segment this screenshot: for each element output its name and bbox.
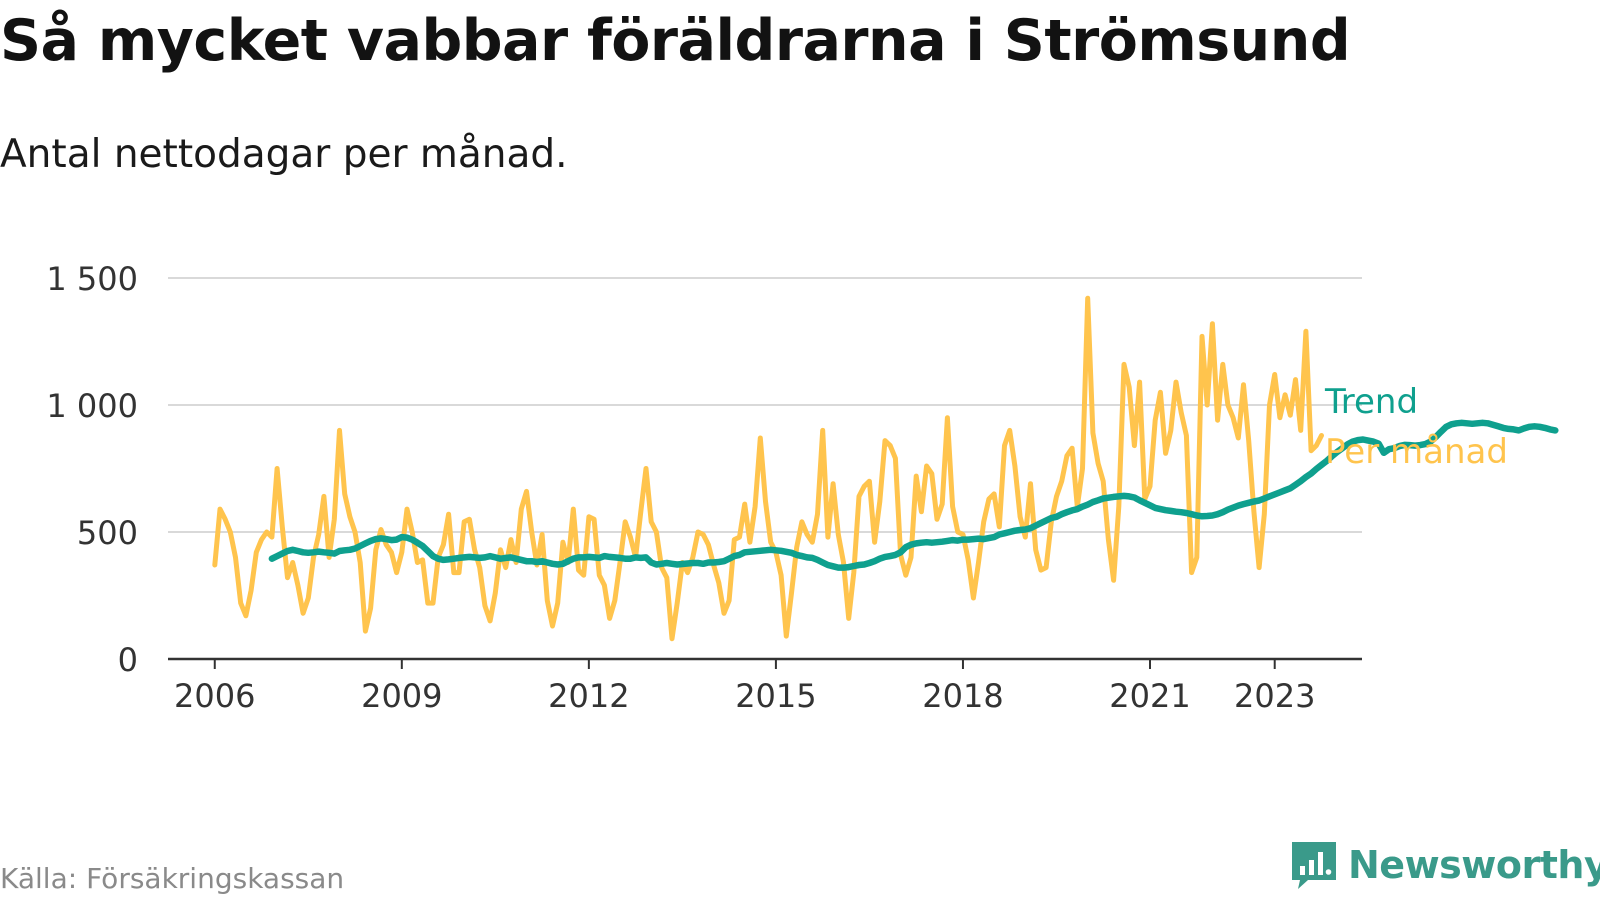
x-tick-label: 2023 (1234, 677, 1315, 715)
series-line-trend (268, 419, 1559, 571)
x-tick-label: 2015 (735, 677, 816, 715)
y-tick-label: 1 000 (46, 387, 138, 425)
source-note: Källa: Försäkringskassan (0, 862, 345, 895)
chart-title: Så mycket vabbar föräldrarna i Strömsund (0, 8, 1351, 74)
chart-subtitle: Antal nettodagar per månad. (0, 132, 568, 177)
brand-name: Newsworthy (1348, 843, 1600, 887)
y-tick-label: 500 (77, 514, 138, 552)
x-tick-label: 2009 (361, 677, 442, 715)
legend-label-trend: Trend (1324, 382, 1418, 422)
legend-label-per-manad: Per månad (1325, 432, 1508, 472)
x-tick-label: 2012 (548, 677, 629, 715)
y-tick-label: 0 (118, 641, 138, 679)
y-tick-label: 1 500 (46, 260, 138, 298)
x-tick-label: 2018 (922, 677, 1003, 715)
series-line-per-manad (212, 295, 1324, 642)
x-tick-label: 2006 (174, 677, 255, 715)
newsworthy-logo-icon (1292, 842, 1336, 889)
brand-logo: Newsworthy (1290, 840, 1600, 890)
line-chart: 0 500 1 000 1 500 2006 2009 2012 2015 2018 2021 20… (46, 260, 1559, 715)
x-tick-label: 2021 (1109, 677, 1190, 715)
